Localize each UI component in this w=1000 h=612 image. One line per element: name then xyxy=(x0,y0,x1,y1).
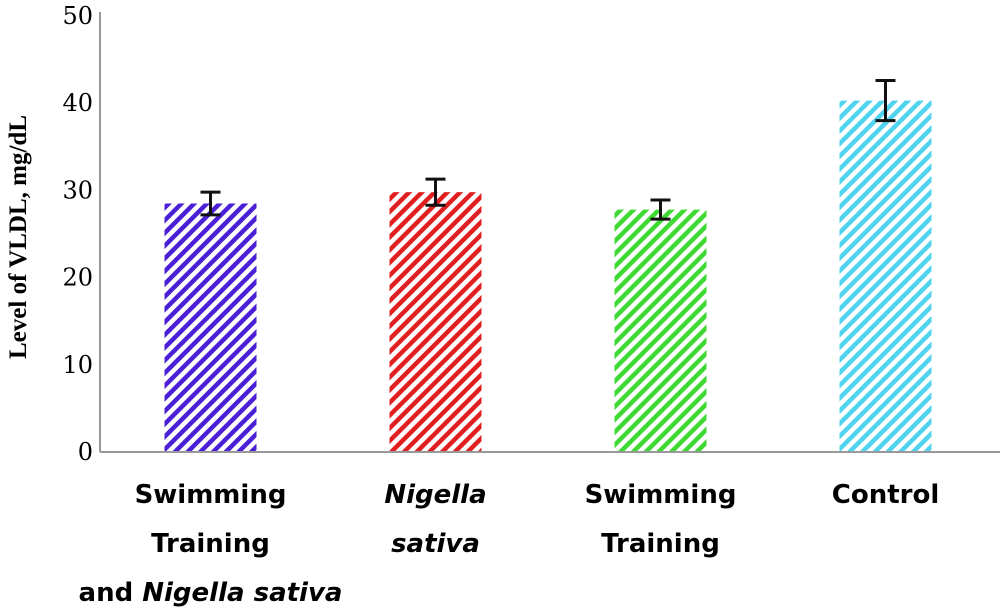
bar xyxy=(614,209,707,452)
y-tick-label: 20 xyxy=(62,264,93,292)
x-tick-label: Swimming Training xyxy=(585,480,737,559)
bar xyxy=(164,203,257,452)
bar xyxy=(389,192,482,453)
error-bar xyxy=(650,198,671,221)
bars-layer xyxy=(164,100,932,453)
x-tick-label: Nigella sativa xyxy=(384,480,486,559)
category-labels: Swimming Training and Nigella sativa Nigell… xyxy=(79,480,940,608)
error-bar xyxy=(875,79,896,123)
x-tick-label: Swimming Training and Nigella sativa xyxy=(79,480,343,608)
error-bar xyxy=(200,190,221,217)
y-tick-labels: 0 10 20 30 40 50 xyxy=(62,2,93,466)
x-tick-label: Control xyxy=(832,480,939,510)
axes xyxy=(99,12,1000,453)
y-tick-label: 0 xyxy=(78,438,93,466)
error-bars-layer xyxy=(200,79,896,221)
error-bar xyxy=(425,177,446,207)
y-tick-label: 50 xyxy=(62,2,93,30)
y-axis-label: Level of VLDL, mg/dL xyxy=(5,115,32,359)
y-tick-label: 30 xyxy=(62,176,93,204)
y-tick-label: 10 xyxy=(62,351,93,379)
y-tick-label: 40 xyxy=(62,89,93,117)
bar xyxy=(839,100,932,453)
